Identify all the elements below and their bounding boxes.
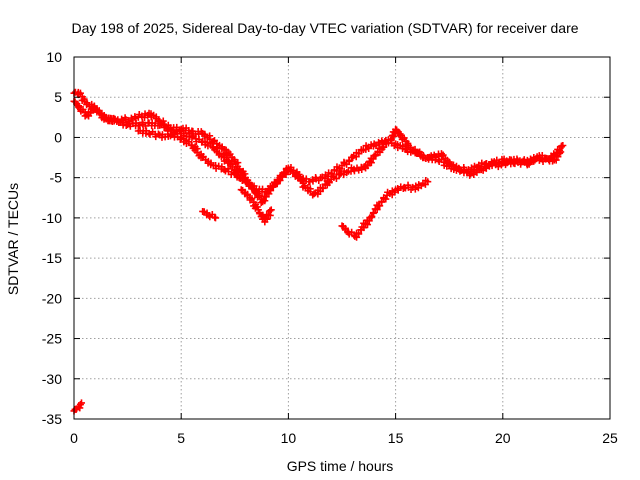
data-point <box>332 175 340 183</box>
data-point <box>525 160 533 168</box>
data-point <box>255 209 263 217</box>
x-tick-label: 20 <box>495 430 511 446</box>
data-point <box>424 178 432 186</box>
data-point <box>76 89 84 97</box>
data-point <box>376 202 384 210</box>
data-point <box>355 230 363 238</box>
data-point <box>244 190 252 198</box>
y-tick-label: -30 <box>42 371 62 387</box>
x-axis-label: GPS time / hours <box>287 458 394 474</box>
data-point <box>406 143 414 151</box>
data-point <box>268 183 276 191</box>
data-point <box>382 140 390 148</box>
data-point <box>400 134 408 142</box>
x-tick-label: 0 <box>70 430 78 446</box>
chart-title: Day 198 of 2025, Sidereal Day-to-day VTE… <box>71 20 578 36</box>
data-point <box>145 129 153 137</box>
data-point <box>267 206 275 214</box>
y-tick-label: -5 <box>50 170 63 186</box>
data-point <box>556 149 564 157</box>
data-point <box>360 163 368 171</box>
data-point <box>298 176 306 184</box>
grid-lines <box>74 57 610 419</box>
x-tick-label: 25 <box>602 430 618 446</box>
data-point <box>266 207 274 215</box>
data-point <box>378 198 386 206</box>
data-point <box>247 181 255 189</box>
y-tick-label: -10 <box>42 210 62 226</box>
x-tick-label: 5 <box>177 430 185 446</box>
data-point <box>559 141 567 149</box>
data-point <box>78 399 86 407</box>
data-point <box>345 157 353 165</box>
y-tick-label: -20 <box>42 290 62 306</box>
y-tick-label: -35 <box>42 411 62 427</box>
data-point <box>365 144 373 152</box>
plot-frame <box>73 56 611 420</box>
data-point <box>188 133 196 141</box>
data-point <box>235 174 243 182</box>
data-point <box>87 109 95 117</box>
data-point <box>372 152 380 160</box>
data-point <box>193 148 201 156</box>
x-tick-label: 10 <box>281 430 297 446</box>
data-point <box>319 184 327 192</box>
data-points <box>70 88 567 415</box>
axis-ticks: 0 5 10 15 20 25 10 5 0 -5 -10 -15 -20 -25 -30 -35 <box>42 49 618 446</box>
data-point <box>226 150 234 158</box>
data-point <box>122 121 130 129</box>
y-tick-label: -25 <box>42 331 62 347</box>
data-point <box>220 166 228 174</box>
data-point <box>382 195 390 203</box>
data-point <box>75 102 83 110</box>
data-point <box>369 209 377 217</box>
data-point <box>230 168 238 176</box>
y-axis-label: SDTVAR / TECUs <box>5 183 21 295</box>
y-tick-label: 10 <box>46 49 62 65</box>
y-tick-label: -15 <box>42 250 62 266</box>
data-point <box>368 213 376 221</box>
data-point <box>557 148 565 156</box>
x-tick-label: 15 <box>388 430 404 446</box>
data-point <box>396 130 404 138</box>
data-point <box>364 162 372 170</box>
y-tick-label: 5 <box>54 89 62 105</box>
data-point <box>248 195 256 203</box>
data-point <box>212 214 220 222</box>
data-point <box>166 132 174 140</box>
y-tick-label: 0 <box>54 129 62 145</box>
data-point <box>235 165 243 173</box>
